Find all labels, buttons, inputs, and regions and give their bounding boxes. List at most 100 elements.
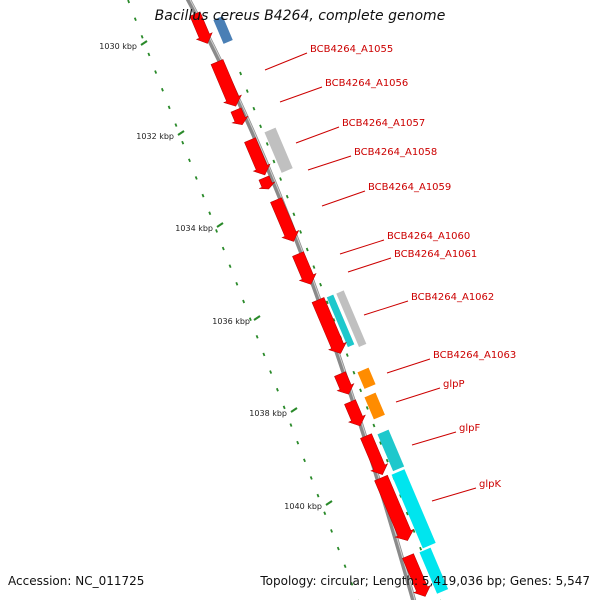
tick-guide-dot [181, 140, 185, 145]
feature-aqua-bar [391, 469, 436, 549]
cds-arrow [230, 107, 249, 126]
tick-guide-dot [379, 441, 383, 445]
tick-guide-dot [215, 229, 218, 233]
gene-label: glpP [443, 379, 465, 390]
tick-mark [140, 40, 148, 46]
tick-guide-dot [239, 71, 243, 76]
feature-orange-bar [357, 367, 376, 389]
gene-label-leader [307, 155, 352, 171]
tick-guide-dot [147, 52, 151, 57]
feature-aqua-bar [419, 547, 449, 594]
tick-guide-dot [208, 211, 212, 216]
tick-guide-dot [319, 282, 323, 287]
tick-mark [325, 500, 333, 506]
tick-guide-dot [188, 158, 191, 163]
tick-guide-dot [285, 194, 289, 199]
tick-guide-dot [365, 406, 369, 410]
gene-label: BCB4264_A1061 [394, 249, 477, 260]
tick-label: 1032 kbp [136, 132, 174, 141]
tick-guide-dot [174, 123, 178, 127]
tick-guide-dot [221, 246, 225, 251]
genome-summary-text: Topology: circular; Length: 5,419,036 bp… [260, 574, 590, 588]
tick-mark [177, 130, 185, 136]
tick-guide-dot [352, 370, 356, 375]
tick-guide-dot [419, 546, 423, 551]
tick-guide-dot [272, 159, 276, 164]
tick-guide-dot [336, 546, 340, 551]
gene-label: glpF [459, 423, 480, 434]
tick-guide-dot [296, 440, 300, 445]
tick-guide-dot [140, 34, 144, 39]
tick-guide-dot [242, 299, 246, 304]
map-title: Bacillus cereus B4264, complete genome [154, 8, 446, 24]
gene-label-leader [347, 257, 392, 273]
tick-mark [253, 315, 261, 321]
tick-mark [216, 222, 224, 228]
feature-grey-bar [264, 127, 293, 173]
tick-guide-dot [248, 317, 252, 321]
tick-guide-dot [303, 458, 306, 463]
tick-label: 1040 kbp [284, 502, 322, 511]
cds-arrow [189, 11, 213, 44]
cds-arrow [344, 399, 366, 427]
tick-guide-dot [292, 212, 296, 217]
gene-label-leader [363, 300, 409, 316]
gene-label-leader [264, 52, 308, 71]
tick-guide-dot [405, 511, 409, 516]
gene-label: BCB4264_A1057 [342, 118, 425, 129]
tick-guide-dot [269, 370, 273, 374]
tick-guide-dot [372, 423, 376, 428]
tick-guide-dot [343, 564, 347, 569]
accession-text: Accession: NC_011725 [8, 574, 145, 588]
tick-guide-dot [279, 177, 283, 181]
gene-label-leader [386, 358, 431, 374]
tick-label: 1030 kbp [99, 42, 137, 51]
tick-guide-dot [265, 142, 269, 146]
cds-arrow [360, 433, 389, 475]
gene-label-leader [395, 387, 441, 403]
gene-label: BCB4264_A1056 [325, 78, 408, 89]
gene-label: glpK [479, 479, 501, 490]
gene-label-leader [411, 431, 457, 446]
tick-guide-dot [259, 124, 263, 129]
cds-arrow [334, 371, 355, 395]
feature-blue-bar [213, 16, 233, 44]
tick-guide-dot [299, 230, 303, 234]
tick-guide-dot [154, 70, 158, 74]
tick-guide-dot [305, 247, 309, 252]
tick-guide-dot [245, 89, 249, 93]
tick-guide-dot [167, 105, 171, 110]
tick-guide-dot [275, 387, 279, 392]
tick-guide-dot [359, 388, 363, 393]
gene-label: BCB4264_A1055 [310, 44, 393, 55]
gene-label: BCB4264_A1059 [368, 182, 451, 193]
tick-guide-dot [255, 334, 259, 339]
gene-label-leader [431, 487, 477, 502]
cds-arrow [292, 251, 317, 285]
tick-guide-dot [412, 529, 416, 533]
cds-arrow [374, 474, 415, 541]
gene-label: BCB4264_A1058 [354, 147, 437, 158]
tick-guide-dot [127, 0, 131, 4]
tick-guide-dot [262, 352, 266, 357]
tick-mark [290, 407, 298, 413]
cds-arrow [244, 137, 271, 176]
tick-label: 1036 kbp [212, 317, 250, 326]
cds-arrow [210, 59, 242, 107]
tick-guide-dot [235, 282, 239, 286]
tick-guide-dot [350, 582, 354, 586]
tick-guide-dot [385, 458, 389, 463]
tick-guide-dot [345, 353, 349, 357]
tick-guide-dot [309, 476, 313, 480]
tick-guide-dot [323, 511, 327, 516]
cds-arrow [402, 553, 431, 597]
tick-guide-dot [160, 87, 164, 92]
cds-arrow [311, 297, 347, 354]
tick-guide-dot [194, 176, 198, 180]
tick-guide-dot [201, 193, 205, 198]
tick-guide-dot [228, 264, 232, 269]
tick-label: 1034 kbp [175, 224, 213, 233]
gene-label: BCB4264_A1062 [411, 292, 494, 303]
